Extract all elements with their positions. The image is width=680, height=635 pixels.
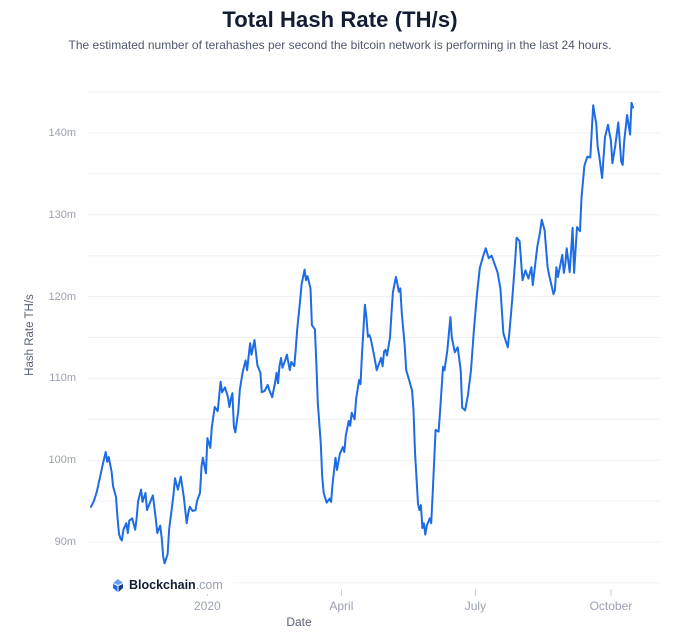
- blockchain-logo[interactable]: Blockchain .com: [88, 576, 233, 594]
- y-tick-label: 120m: [48, 290, 76, 303]
- x-tick-label: July: [464, 599, 487, 613]
- y-tick-label: 90m: [54, 536, 76, 548]
- blockchain-diamond-icon: [113, 578, 123, 592]
- y-tick-label: 100m: [48, 454, 76, 467]
- y-tick-label: 140m: [48, 127, 76, 139]
- x-tick-label: 2020: [193, 599, 221, 613]
- x-tick-label: October: [589, 599, 633, 613]
- x-tick-label: April: [329, 599, 354, 613]
- logo-text-bold: Blockchain: [129, 578, 196, 592]
- logo-text-suffix: .com: [195, 578, 223, 592]
- y-tick-label: 130m: [48, 208, 76, 221]
- chart-subtitle: The estimated number of terahashes per s…: [68, 38, 612, 52]
- y-tick-label: 110m: [49, 372, 76, 385]
- page-title: Total Hash Rate (TH/s): [222, 7, 458, 32]
- x-axis-title: Date: [286, 615, 312, 629]
- hash-rate-line-series: [90, 101, 634, 565]
